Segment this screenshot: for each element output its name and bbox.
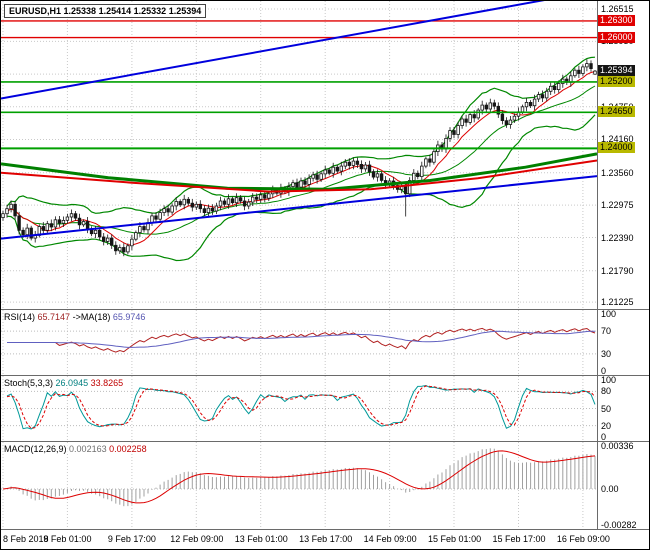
macd-main-value: 0.002163 [69, 444, 107, 454]
indicator-axis-label: 70 [601, 326, 612, 337]
indicator-axis-label: 0.00336 [601, 441, 634, 451]
ohlc-open: 1.25338 [63, 6, 97, 16]
price-level-badge: 1.26000 [598, 31, 635, 43]
rsi-ma-label: ->MA(18) [72, 312, 111, 322]
price-level-badge: 1.25394 [598, 65, 635, 77]
time-axis-label: 12 Feb 09:00 [170, 534, 224, 544]
macd-signal-value: 0.002258 [109, 444, 147, 454]
price-axis-label: 1.22975 [601, 200, 634, 211]
time-axis-label: 9 Feb 17:00 [107, 534, 156, 544]
price-level-badge: 1.24650 [598, 106, 635, 118]
indicator-axis-label: 30 [601, 348, 612, 359]
macd-name-label: MACD(12,26,9) [4, 444, 67, 454]
indicator-axis-label: 0 [601, 432, 607, 442]
indicator-axis-label: 20 [601, 420, 612, 431]
time-axis-label: 9 Feb 01:00 [43, 534, 92, 544]
stochastic-signal-value: 33.8265 [90, 378, 124, 388]
stochastic-main-value: 26.0945 [55, 378, 89, 388]
time-axis-label: 8 Feb 2018 [3, 534, 49, 544]
indicator-axis-label: 50 [601, 403, 612, 414]
price-axis-label: 1.23560 [601, 167, 634, 178]
time-axis-label: 14 Feb 09:00 [363, 534, 417, 544]
price-axis-label: 1.24160 [601, 134, 634, 145]
time-axis-label: 15 Feb 01:00 [428, 534, 482, 544]
ohlc-close: 1.25394 [168, 6, 202, 16]
symbol-timeframe-label: EURUSD,H1 [9, 6, 62, 16]
price-axis-label: 1.21790 [601, 265, 634, 276]
indicator-axis-label: -0.00282 [601, 520, 637, 530]
rsi-ma-value: 65.9746 [112, 312, 146, 322]
macd-axis[interactable]: 0.00336 0.00 -0.00282 [597, 441, 649, 530]
ohlc-high: 1.25414 [98, 6, 132, 16]
indicator-axis-label: 100 [601, 375, 617, 385]
price-axis-label: 1.26515 [601, 4, 634, 15]
rsi-panel: 100 70 30 0 RSI(14) 65.7147 ->MA(18) 65.974… [1, 309, 649, 376]
symbol-ohlc-header: EURUSD,H1 1.25338 1.25414 1.25332 1.2539… [4, 4, 207, 18]
time-axis-label: 13 Feb 17:00 [299, 534, 353, 544]
price-axis-label: 1.21225 [601, 297, 634, 308]
price-level-badge: 1.26300 [598, 14, 635, 26]
rsi-header: RSI(14) 65.7147 ->MA(18) 65.9746 [4, 312, 146, 322]
indicator-axis-label: 80 [601, 386, 612, 397]
price-axis-label: 1.22390 [601, 232, 634, 243]
ohlc-low: 1.25332 [133, 6, 167, 16]
stochastic-axis[interactable]: 100 80 50 20 0 [597, 375, 649, 442]
rsi-name-label: RSI(14) [4, 312, 36, 322]
price-axis[interactable]: 1.265151.259301.253401.247501.241601.235… [597, 1, 649, 309]
price-level-badge: 1.24000 [598, 142, 635, 154]
rsi-value: 65.7147 [37, 312, 71, 322]
price-level-badge: 1.25200 [598, 75, 635, 87]
indicator-axis-label: 0 [601, 366, 607, 376]
time-axis-label: 15 Feb 17:00 [492, 534, 546, 544]
rsi-axis[interactable]: 100 70 30 0 [597, 309, 649, 376]
rsi-chart-canvas[interactable] [1, 310, 597, 375]
stochastic-chart-canvas[interactable] [1, 376, 597, 441]
time-axis[interactable]: 8 Feb 2018 9 Feb 01:00 9 Feb 17:00 12 Feb 0… [1, 529, 649, 549]
price-chart-canvas[interactable] [1, 1, 597, 309]
indicator-axis-label: 100 [601, 309, 617, 319]
price-panel: 1.265151.259301.253401.247501.241601.235… [1, 1, 649, 309]
stochastic-header: Stoch(5,3,3) 26.0945 33.8265 [4, 378, 124, 388]
indicator-axis-label: 0.00 [601, 483, 619, 494]
stochastic-name-label: Stoch(5,3,3) [4, 378, 54, 388]
macd-header: MACD(12,26,9) 0.002163 0.002258 [4, 444, 147, 454]
time-axis-label: 13 Feb 01:00 [234, 534, 288, 544]
macd-panel: 0.00336 0.00 -0.00282 MACD(12,26,9) 0.0021… [1, 441, 649, 530]
time-axis-label: 16 Feb 09:00 [556, 534, 610, 544]
macd-chart-canvas[interactable] [1, 442, 597, 529]
stochastic-panel: 100 80 50 20 0 Stoch(5,3,3) 26.0945 33.8265 [1, 375, 649, 442]
